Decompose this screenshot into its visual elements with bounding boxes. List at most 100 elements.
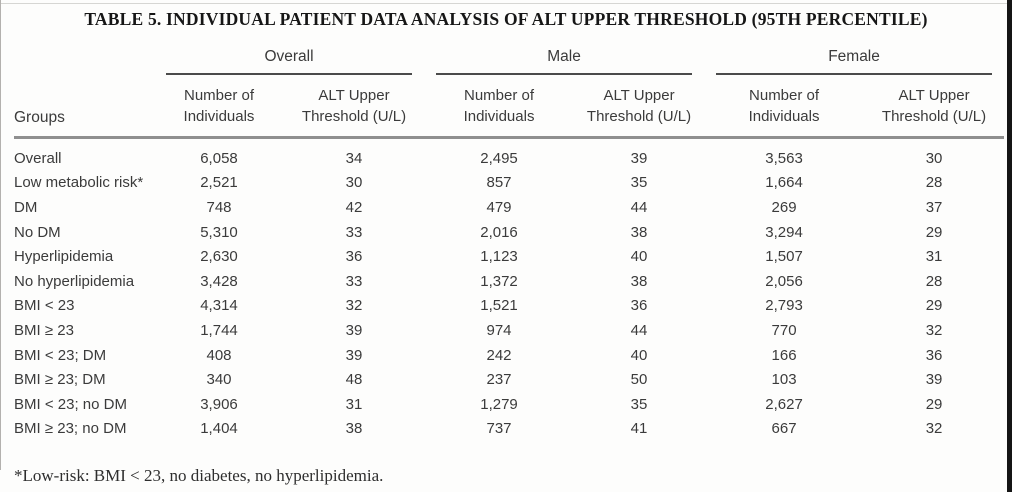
overall-n-cell: 6,058 — [200, 149, 238, 167]
overall-n-cell: 5,310 — [200, 223, 238, 241]
corner-cell — [14, 34, 154, 75]
overall-alt-cell: 34 — [345, 149, 363, 167]
overall-alt-column-header: ALT Upper Threshold (U/L) — [284, 75, 425, 139]
female-n-cell: 103 — [771, 371, 797, 389]
male-n-cell: 237 — [486, 371, 512, 389]
overall-n-cell: 1,404 — [200, 420, 238, 438]
table-row: DM 748 42 479 44 269 37 — [14, 195, 1004, 220]
group-cell: BMI ≥ 23; no DM — [14, 420, 127, 438]
female-n-cell: 2,056 — [765, 272, 803, 290]
overall-n-cell: 748 — [206, 198, 232, 216]
male-alt-cell: 44 — [630, 198, 648, 216]
group-cell: BMI < 23 — [14, 297, 75, 315]
overall-alt-cell: 33 — [345, 272, 363, 290]
male-n-cell: 2,495 — [480, 149, 518, 167]
female-n-cell: 770 — [771, 321, 797, 339]
male-alt-cell: 44 — [630, 321, 648, 339]
table-title: TABLE 5. INDIVIDUAL PATIENT DATA ANALYSI… — [84, 9, 928, 29]
male-alt-cell: 40 — [630, 248, 648, 266]
group-cell: BMI < 23; no DM — [14, 395, 127, 413]
male-n-cell: 857 — [486, 174, 512, 192]
overall-n-cell: 4,314 — [200, 297, 238, 315]
female-alt-cell: 28 — [925, 174, 943, 192]
overall-alt-cell: 38 — [345, 420, 363, 438]
female-alt-cell: 29 — [925, 297, 943, 315]
male-n-cell: 974 — [486, 321, 512, 339]
group-header-overall-label: Overall — [166, 34, 413, 75]
group-cell: No hyperlipidemia — [14, 272, 135, 290]
table-row: BMI ≥ 23 1,744 39 974 44 770 32 — [14, 318, 1004, 343]
table-body: Overall 6,058 34 2,495 39 3,563 30 Low metaboli… — [14, 138, 1004, 442]
group-cell: No DM — [14, 223, 61, 241]
female-n-cell: 166 — [771, 346, 797, 364]
male-alt-cell: 50 — [630, 371, 648, 389]
male-alt-cell: 36 — [630, 297, 648, 315]
male-n-cell: 1,123 — [480, 248, 518, 266]
group-header-overall: Overall — [154, 34, 424, 75]
female-alt-cell: 31 — [925, 248, 943, 266]
male-alt-cell: 39 — [630, 149, 648, 167]
male-n-cell: 1,521 — [480, 297, 518, 315]
table-row: No hyperlipidemia 3,428 33 1,372 38 2,056 28 — [14, 269, 1004, 294]
table-row: BMI ≥ 23; DM 340 48 237 50 103 39 — [14, 367, 1004, 392]
group-cell: BMI ≥ 23; DM — [14, 371, 106, 389]
female-alt-cell: 32 — [925, 420, 943, 438]
table-row: BMI < 23; no DM 3,906 31 1,279 35 2,627 29 — [14, 392, 1004, 417]
male-alt-cell: 38 — [630, 272, 648, 290]
group-cell: Hyperlipidemia — [14, 248, 114, 266]
overall-alt-cell: 36 — [345, 248, 363, 266]
overall-n-cell: 3,428 — [200, 272, 238, 290]
group-header-male: Male — [424, 34, 704, 75]
female-n-cell: 269 — [771, 198, 797, 216]
female-n-cell: 2,793 — [765, 297, 803, 315]
group-cell: BMI ≥ 23 — [14, 321, 74, 339]
female-alt-cell: 29 — [925, 223, 943, 241]
male-alt-cell: 35 — [630, 174, 648, 192]
group-header-female-label: Female — [716, 34, 993, 75]
overall-alt-cell: 48 — [345, 371, 363, 389]
scan-edge-top — [0, 3, 1012, 4]
table-row: BMI ≥ 23; no DM 1,404 38 737 41 667 32 — [14, 417, 1004, 442]
female-alt-cell: 29 — [925, 395, 943, 413]
table-row: BMI < 23 4,314 32 1,521 36 2,793 29 — [14, 294, 1004, 319]
male-alt-cell: 38 — [630, 223, 648, 241]
female-n-cell: 1,664 — [765, 174, 803, 192]
table-row: Low metabolic risk* 2,521 30 857 35 1,664 28 — [14, 171, 1004, 196]
overall-n-cell: 408 — [206, 346, 232, 364]
patient-data-table: Overall Male Female Groups Number of Ind… — [14, 34, 1005, 442]
male-n-column-header: Number of Individuals — [424, 75, 575, 139]
overall-alt-cell: 32 — [345, 297, 363, 315]
table-footnote: *Low-risk: BMI < 23, no diabetes, no hyp… — [14, 466, 384, 486]
male-n-cell: 1,372 — [480, 272, 518, 290]
scan-edge-right — [1007, 0, 1012, 492]
overall-n-column-header: Number of Individuals — [154, 75, 284, 139]
female-alt-column-header: ALT Upper Threshold (U/L) — [864, 75, 1005, 139]
group-header-female: Female — [704, 34, 1004, 75]
overall-n-cell: 2,630 — [200, 248, 238, 266]
table-row: Hyperlipidemia 2,630 36 1,123 40 1,507 31 — [14, 244, 1004, 269]
female-n-cell: 3,294 — [765, 223, 803, 241]
column-header-row: Groups Number of Individuals ALT Upper T… — [14, 75, 1005, 139]
overall-n-cell: 2,521 — [200, 174, 238, 192]
group-cell: BMI < 23; DM — [14, 346, 107, 364]
overall-alt-cell: 30 — [345, 174, 363, 192]
female-alt-cell: 30 — [925, 149, 943, 167]
group-header-male-label: Male — [436, 34, 693, 75]
female-alt-cell: 39 — [925, 371, 943, 389]
overall-n-cell: 3,906 — [200, 395, 238, 413]
male-n-cell: 2,016 — [480, 223, 518, 241]
male-alt-column-header: ALT Upper Threshold (U/L) — [574, 75, 705, 139]
female-n-cell: 667 — [771, 420, 797, 438]
overall-n-cell: 340 — [206, 371, 232, 389]
female-alt-cell: 37 — [925, 198, 943, 216]
table-row: No DM 5,310 33 2,016 38 3,294 29 — [14, 220, 1004, 245]
overall-alt-cell: 31 — [345, 395, 363, 413]
female-alt-cell: 36 — [925, 346, 943, 364]
male-n-cell: 737 — [486, 420, 512, 438]
male-n-cell: 242 — [486, 346, 512, 364]
female-n-cell: 1,507 — [765, 248, 803, 266]
overall-alt-cell: 39 — [345, 346, 363, 364]
scan-edge-left — [0, 0, 1, 470]
overall-n-cell: 1,744 — [200, 321, 238, 339]
